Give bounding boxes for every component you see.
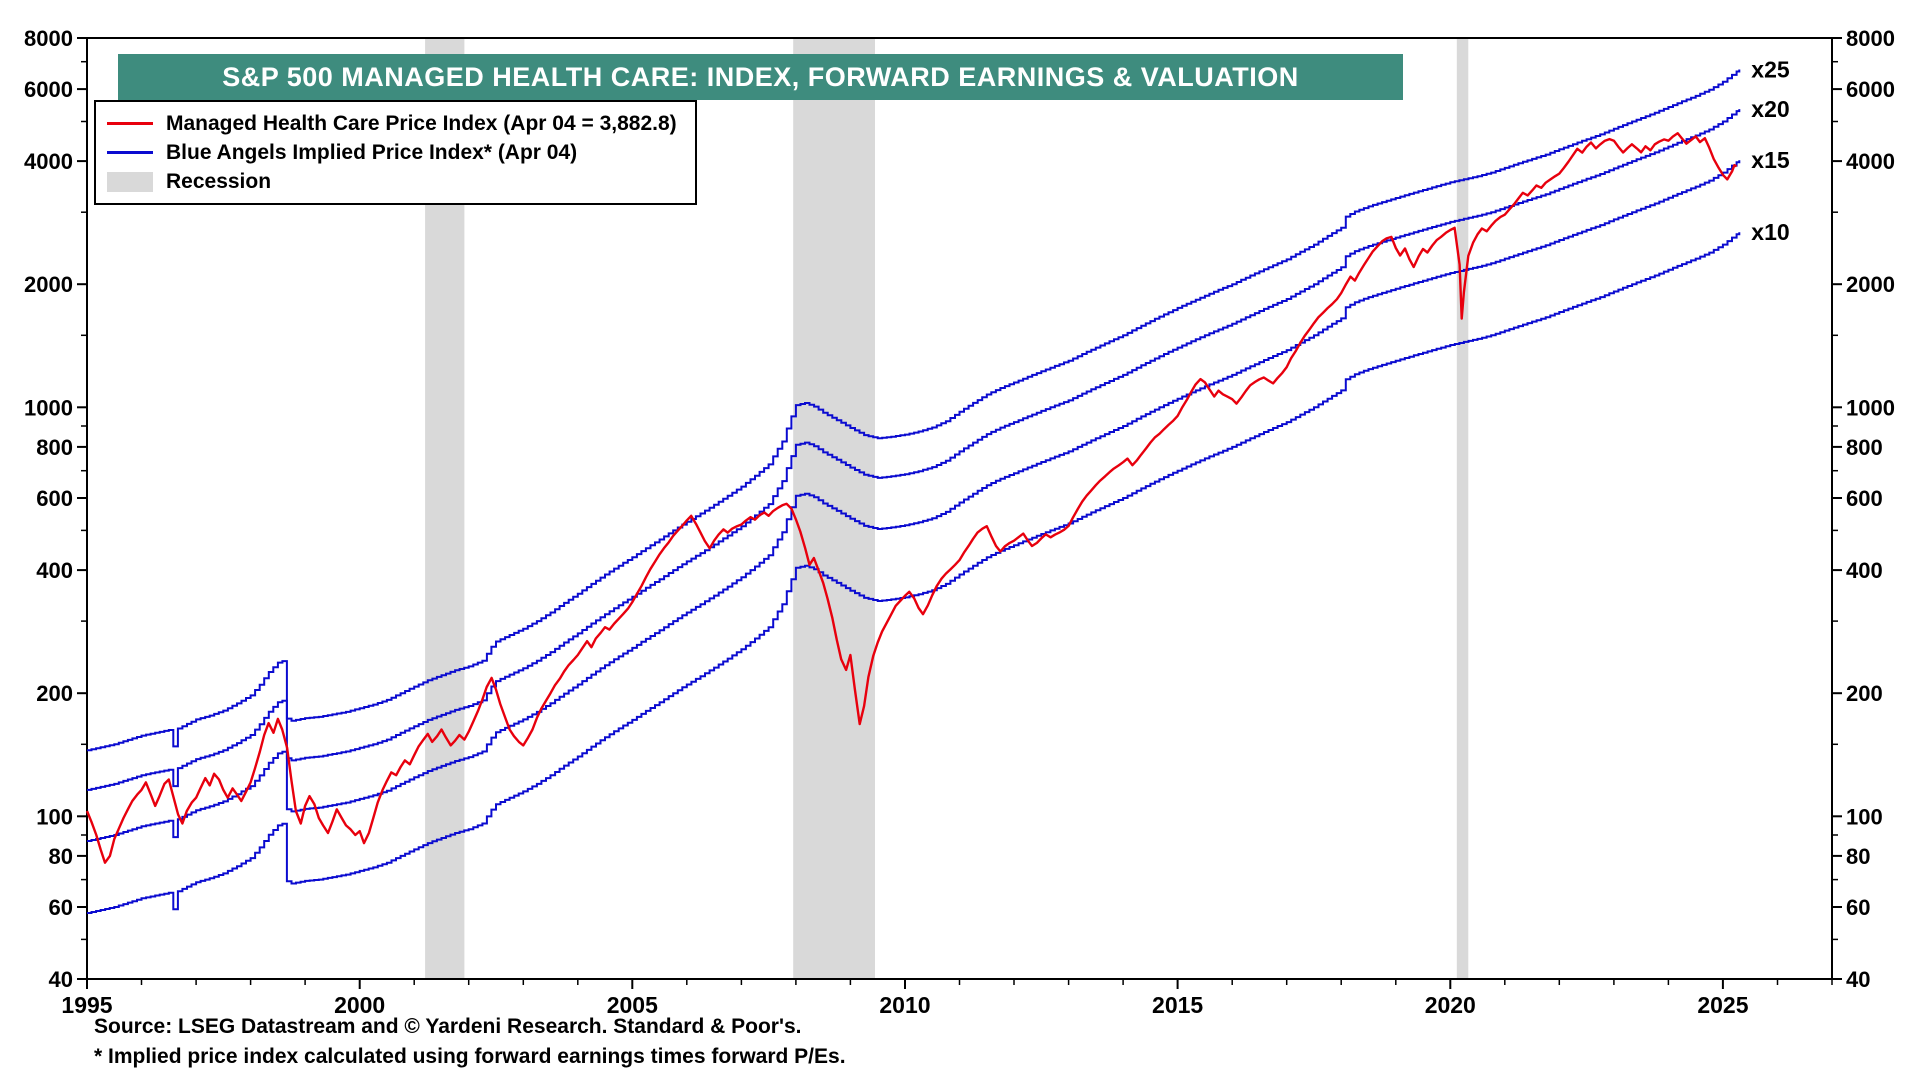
svg-text:60: 60 <box>49 895 73 920</box>
recession-band <box>1456 38 1469 979</box>
svg-text:6000: 6000 <box>24 77 73 102</box>
legend-item-price: Managed Health Care Price Index (Apr 04 … <box>104 109 677 138</box>
svg-text:600: 600 <box>36 486 73 511</box>
svg-text:2015: 2015 <box>1152 992 1203 1018</box>
footnote-line: * Implied price index calculated using f… <box>94 1045 846 1068</box>
svg-text:8000: 8000 <box>1846 26 1895 51</box>
svg-text:1000: 1000 <box>24 395 73 420</box>
price-series <box>85 131 1738 864</box>
svg-text:4000: 4000 <box>1846 149 1895 174</box>
axes: 40 40 60 60 80 80 100 100 200 200 400 400 600 600 800 8… <box>24 26 1895 1018</box>
multiplier-label-x15: x15 <box>1751 147 1790 173</box>
svg-text:60: 60 <box>1846 895 1870 920</box>
svg-text:100: 100 <box>1846 804 1883 829</box>
svg-text:2010: 2010 <box>879 992 930 1018</box>
svg-text:800: 800 <box>36 435 73 460</box>
svg-text:2005: 2005 <box>607 992 658 1018</box>
svg-text:400: 400 <box>36 558 73 583</box>
svg-text:6000: 6000 <box>1846 77 1895 102</box>
legend-item-recession: Recession <box>104 167 677 196</box>
svg-text:800: 800 <box>1846 435 1883 460</box>
svg-text:200: 200 <box>1846 681 1883 706</box>
blue-angels-line-x25 <box>87 69 1741 752</box>
chart-title: S&P 500 MANAGED HEALTH CARE: INDEX, FORW… <box>222 62 1299 92</box>
svg-text:400: 400 <box>1846 558 1883 583</box>
svg-text:40: 40 <box>49 967 73 992</box>
svg-text:80: 80 <box>49 844 73 869</box>
multiplier-label-x25: x25 <box>1751 56 1790 82</box>
chart-footer: Source: LSEG Datastream and © Yardeni Re… <box>94 1012 846 1072</box>
svg-text:2025: 2025 <box>1697 992 1748 1018</box>
svg-text:2000: 2000 <box>334 992 385 1018</box>
svg-text:80: 80 <box>1846 844 1870 869</box>
source-line: Source: LSEG Datastream and © Yardeni Re… <box>94 1015 802 1038</box>
blue-angels-line-x10 <box>87 232 1741 914</box>
blue-angels-line-x20 <box>87 109 1741 791</box>
svg-text:2000: 2000 <box>24 272 73 297</box>
blue-line-icon <box>104 151 156 154</box>
svg-text:8000: 8000 <box>24 26 73 51</box>
recession-band-icon <box>104 171 156 192</box>
legend-label-recession: Recession <box>166 169 272 193</box>
legend-label-blue-angels: Blue Angels Implied Price Index* (Apr 04… <box>166 140 578 164</box>
multiplier-label-x20: x20 <box>1751 96 1789 122</box>
svg-text:4000: 4000 <box>24 149 73 174</box>
red-line-icon <box>104 122 156 125</box>
multiplier-label-x10: x10 <box>1751 219 1789 245</box>
svg-text:200: 200 <box>36 681 73 706</box>
svg-text:600: 600 <box>1846 486 1883 511</box>
svg-text:100: 100 <box>36 804 73 829</box>
legend: Managed Health Care Price Index (Apr 04 … <box>94 100 697 205</box>
price-line <box>85 131 1738 864</box>
svg-text:1000: 1000 <box>1846 395 1895 420</box>
svg-text:2020: 2020 <box>1425 992 1476 1018</box>
chart-title-bar: S&P 500 MANAGED HEALTH CARE: INDEX, FORW… <box>118 54 1403 100</box>
multiplier-labels: x25 x20 x15 x10 <box>1751 56 1790 245</box>
legend-label-price: Managed Health Care Price Index (Apr 04 … <box>166 111 677 135</box>
legend-item-blue-angels: Blue Angels Implied Price Index* (Apr 04… <box>104 138 677 167</box>
svg-text:1995: 1995 <box>61 992 112 1018</box>
svg-text:2000: 2000 <box>1846 272 1895 297</box>
svg-text:40: 40 <box>1846 967 1870 992</box>
blue-angels-line-x15 <box>87 160 1741 842</box>
